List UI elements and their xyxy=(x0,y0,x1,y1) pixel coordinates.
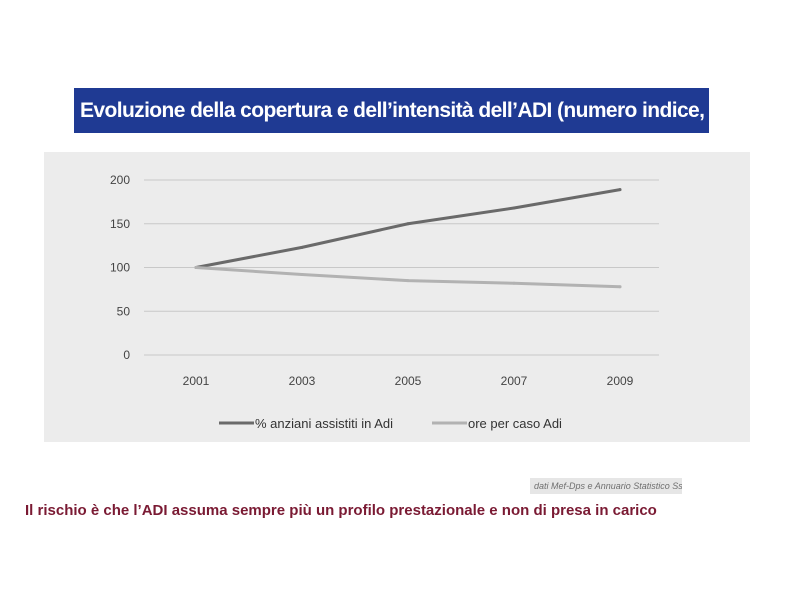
legend-label-2: ore per caso Adi xyxy=(468,416,562,431)
data-point xyxy=(194,266,198,269)
series-line-2 xyxy=(194,266,622,289)
line-chart: 0 50 100 150 200 2001 2003 2005 2007 2009 % anzian… xyxy=(110,173,659,431)
y-tick-label: 200 xyxy=(110,173,130,187)
chart-title: Evoluzione della copertura e dell’intens… xyxy=(74,88,709,133)
caption-text: Il rischio è che l’ADI assuma sempre più… xyxy=(25,502,657,519)
x-tick-label: 2009 xyxy=(607,374,634,388)
x-tick-label: 2001 xyxy=(183,374,210,388)
x-tick-label: 2005 xyxy=(395,374,422,388)
data-point xyxy=(300,245,304,249)
data-point xyxy=(300,273,304,276)
y-tick-label: 150 xyxy=(110,217,130,231)
series-line-1 xyxy=(194,188,622,269)
x-tick-label: 2007 xyxy=(501,374,528,388)
data-point xyxy=(512,281,516,285)
data-point xyxy=(406,222,410,226)
data-point xyxy=(618,188,622,192)
legend-label-1: % anziani assistiti in Adi xyxy=(255,416,393,431)
y-tick-label: 50 xyxy=(117,304,131,318)
data-point xyxy=(618,285,622,289)
chart-panel: 0 50 100 150 200 2001 2003 2005 2007 2009 % anzian… xyxy=(44,152,750,442)
y-tick-label: 0 xyxy=(123,348,130,362)
y-tick-label: 100 xyxy=(110,261,130,275)
data-point xyxy=(406,279,410,283)
source-note: dati Mef-Dps e Annuario Statistico Ssn xyxy=(530,478,682,494)
data-point xyxy=(512,206,516,210)
x-tick-label: 2003 xyxy=(289,374,316,388)
